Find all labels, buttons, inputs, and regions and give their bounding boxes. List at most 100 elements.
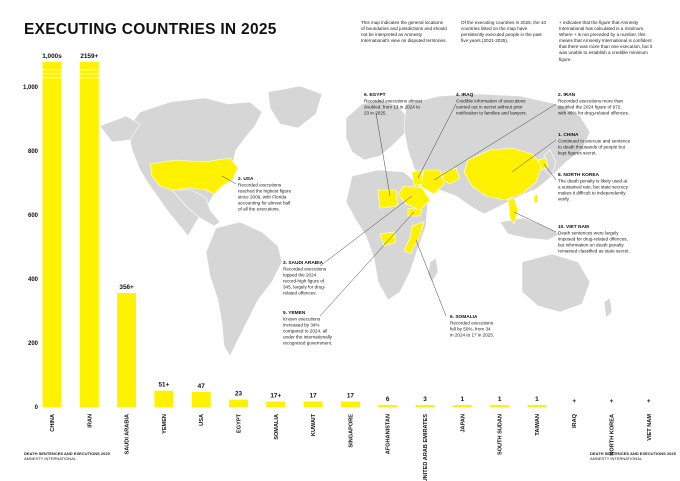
data-label-yemen: 51+ [158, 382, 169, 389]
data-label-afghanistan: 6 [386, 396, 390, 403]
annotation-line: remained classified as state secret. [558, 248, 630, 253]
annotation-head: 6. SOMALIA [450, 314, 478, 320]
bar-singapore [340, 401, 360, 407]
annotation-line: doubled, from 13 in 2024 to [364, 104, 420, 109]
data-label-china: 1,000s [42, 53, 62, 60]
annotation-line: with 46% for drug-related offences. [558, 110, 629, 115]
annotation-line: imposed for drug-related offences, [558, 236, 628, 241]
map-somalia [403, 221, 425, 255]
data-label-egypt: 23 [235, 391, 243, 398]
map-australia [521, 253, 591, 313]
annotation-iran: 2. IRAN Recorded executions more than do… [558, 92, 629, 115]
x-tick-label-afghanistan: AFGHANISTAN [386, 414, 392, 454]
data-labels: 1,000s 2159+ 356+ 51+ 47 23 17+ 17 17 6 3 1 1 1 + + + [42, 53, 651, 405]
data-label-japan: 1 [461, 396, 465, 403]
bar-break-china [42, 73, 62, 75]
data-label-usa: 47 [198, 383, 206, 390]
x-tick-label-iraq: IRAQ [572, 413, 578, 428]
footer-right-org: AMNESTY INTERNATIONAL [590, 456, 643, 461]
data-label-singapore: 17 [347, 393, 355, 400]
annotation-line: but information on death penalty [558, 242, 624, 247]
annotation-line: Recorded executions [238, 182, 282, 187]
map-greenland [267, 85, 323, 129]
x-tick-label-united-arab-emirates: UNITED ARAB EMIRATES [423, 414, 429, 481]
x-tick-label-japan: JAPAN [460, 414, 466, 433]
annotation-line: makes it difficult to independently [558, 190, 626, 195]
footer-left: DEATH SENTENCES AND EXECUTIONS 2025 AMNE… [24, 451, 110, 461]
annotation-line: since 2009, with Florida [238, 194, 287, 199]
annotation-line: The death penalty is likely used at [558, 178, 628, 183]
annotation-line: Death sentences were largely [558, 230, 619, 235]
annotation-line: notification to families and lawyers. [456, 110, 527, 115]
x-tick-label-viet-nam: VIET NAM [647, 414, 653, 441]
annotation-line: recognized government. [283, 340, 332, 345]
x-tick-label-yemen: YEMEN [162, 414, 168, 434]
x-tick-label-egypt: EGYPT [237, 413, 243, 433]
x-tick-label-kuwait: KUWAIT [311, 413, 317, 436]
map-central-america [171, 189, 221, 227]
annotation-viet-nam: 10. VIET NAM Death sentences were largel… [558, 224, 630, 253]
annotation-saudi-arabia: 3. SAUDI ARABIA Recorded executions topp… [283, 260, 327, 295]
y-tick-label: 1,000 [23, 85, 39, 91]
annotation-head: 2. IRAN [558, 92, 576, 98]
bar-taiwan [527, 405, 547, 407]
bar-break-iran [79, 77, 99, 79]
y-tick-label: 0 [35, 405, 39, 411]
x-tick-label-singapore: SINGAPORE [348, 414, 354, 448]
page-title: EXECUTING COUNTRIES IN 2025 [24, 21, 277, 38]
bar-kuwait [303, 401, 323, 407]
annotation-line: increased by 34% [283, 322, 320, 327]
annotation-line: a sustained rate, but state secrecy [558, 184, 629, 189]
annotation-north-korea: 8. NORTH KOREA The death penalty is like… [558, 172, 629, 201]
data-label-viet-nam: + [647, 398, 651, 405]
data-label-iran: 2159+ [80, 53, 98, 60]
annotation-head: 1. CHINA [558, 132, 579, 138]
annotation-line: Credible information of executions [456, 98, 526, 103]
x-tick-label-usa: USA [199, 414, 205, 426]
annotation-line: 23 in 2025. [364, 110, 387, 115]
map-china [463, 147, 543, 201]
annotation-line: doubled the 2024 figure of 972, [558, 104, 622, 109]
footer-left-org: AMNESTY INTERNATIONAL [24, 456, 77, 461]
bar-break-china [42, 77, 62, 79]
map-disclaimer-note: This map indicates the general locations… [361, 20, 447, 44]
data-label-somalia: 17+ [270, 393, 281, 400]
bar-iran [79, 62, 99, 407]
annotation-line: accounting for almost half [238, 200, 291, 205]
bar-egypt [229, 399, 248, 407]
annotation-line: 345, largely for drug- [283, 284, 326, 289]
annotation-head: 4. IRAQ [456, 92, 474, 98]
data-label-south-sudan: 1 [498, 396, 502, 403]
map-viet-nam [507, 197, 519, 225]
annotation-egypt: 6. EGYPT Recorded executions almost doub… [364, 92, 423, 115]
annotation-head: 6. EGYPT [364, 92, 386, 98]
x-tick-label-north-korea: NORTH KOREA [610, 414, 616, 456]
map-alaska [99, 115, 141, 143]
bar-china [42, 62, 62, 407]
annotation-line: fell by 50%, from 34 [450, 326, 491, 331]
annotation-line: in 2024 to 17 in 2025. [450, 332, 494, 337]
x-tick-label-south-sudan: SOUTH SUDAN [498, 414, 504, 455]
annotation-somalia: 6. SOMALIA Recorded executions fell by 5… [450, 314, 494, 337]
footer-right: DEATH SENTENCES AND EXECUTIONS 2025 AMNE… [590, 451, 676, 461]
annotation-line: related offences. [283, 290, 317, 295]
x-tick-label-iran: IRAN [87, 414, 93, 428]
annotation-line: to death thousands of people but [558, 144, 626, 149]
annotation-usa: 2. USA Recorded executions reached the h… [238, 176, 292, 211]
bar-break-iran [79, 73, 99, 75]
annotation-line: Recorded executions more than [558, 98, 624, 103]
world-map [99, 85, 613, 357]
bars [42, 62, 547, 407]
annotation-head: 5. YEMEN [283, 310, 306, 316]
bar-yemen [154, 390, 174, 407]
annotation-line: record-high figure of [283, 278, 325, 283]
data-label-iraq: + [572, 398, 576, 405]
annotation-line: under the internationally [283, 334, 333, 339]
x-tick-label-taiwan: TAIWAN [535, 414, 541, 436]
annotation-line: compared to 2024, all [283, 328, 327, 333]
bar-usa [191, 391, 211, 407]
bar-saudi-arabia [117, 293, 137, 407]
data-label-saudi-arabia: 356+ [119, 284, 134, 291]
map-yemen [407, 207, 423, 217]
